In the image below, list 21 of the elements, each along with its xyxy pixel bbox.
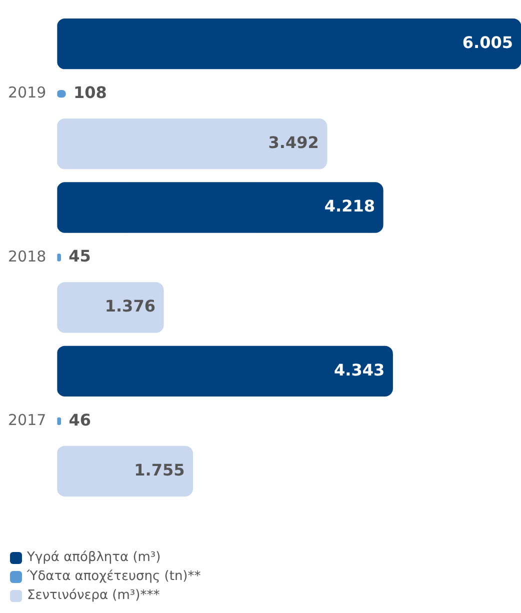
data-label: 4.218 [324, 196, 375, 216]
bar [57, 346, 393, 396]
data-label: 45 [68, 246, 91, 266]
y-tick-label: 2017 [8, 411, 46, 430]
data-label: 1.376 [104, 296, 156, 316]
data-label: 46 [68, 410, 91, 430]
y-tick-label: 2018 [8, 247, 46, 266]
data-label: 1.755 [134, 460, 185, 480]
legend-label: Υγρά απόβλητα (m³) [27, 550, 161, 565]
legend-label: Ύδατα αποχέτευσης (tn)** [27, 569, 201, 584]
data-label: 4.343 [334, 360, 385, 380]
bar [57, 282, 164, 333]
bar [57, 446, 194, 496]
data-label: 6.005 [462, 32, 513, 52]
data-label: 108 [74, 82, 107, 102]
bar [57, 18, 521, 70]
legend-label: Σεντινόνερα (m³)*** [27, 588, 160, 603]
data-label: 3.492 [268, 132, 319, 152]
y-tick-label: 2019 [8, 84, 46, 102]
bar [57, 182, 384, 233]
bar [57, 118, 328, 170]
